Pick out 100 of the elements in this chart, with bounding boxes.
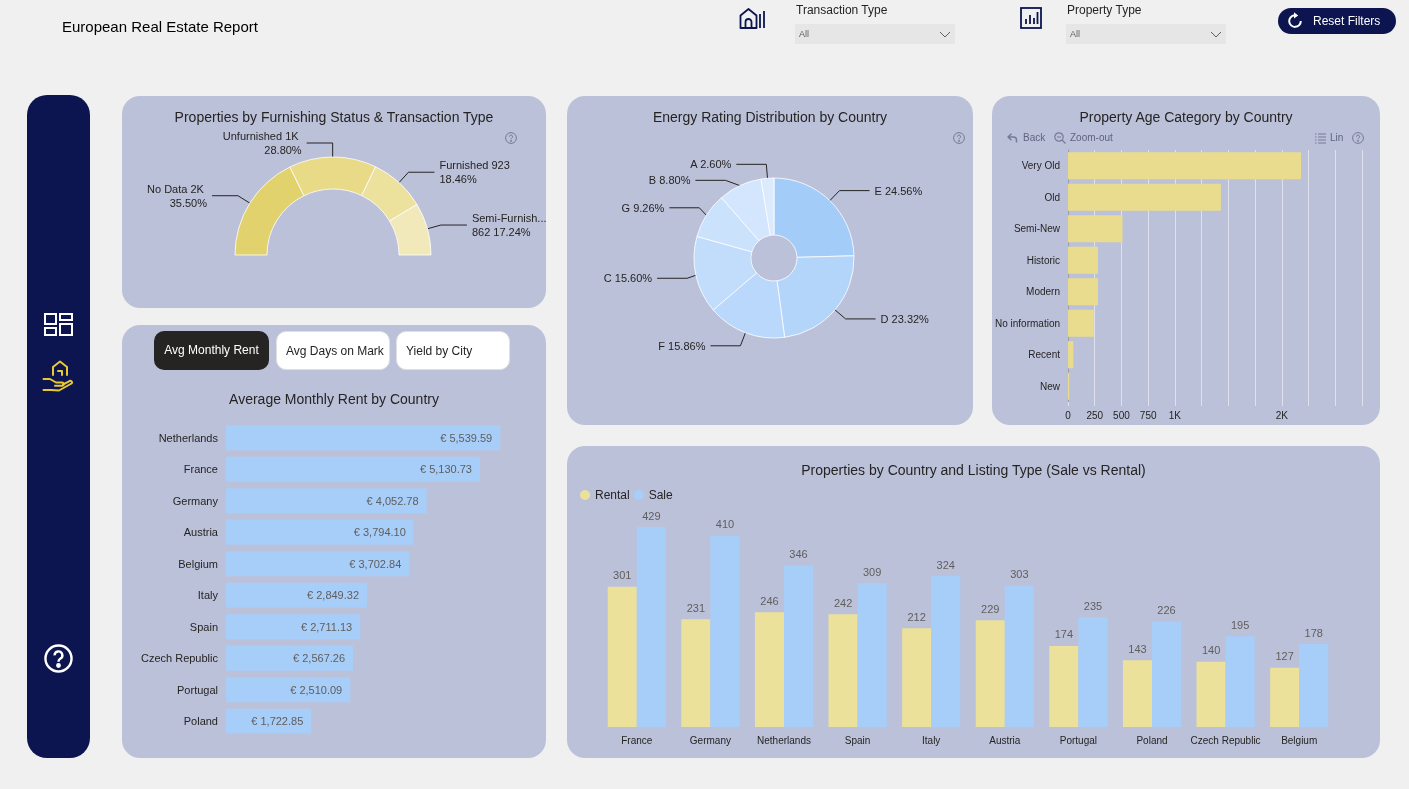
data-label: € 2,849.32	[307, 589, 360, 602]
bar	[754, 612, 784, 727]
text: Lin	[1330, 132, 1344, 143]
data-label: 303	[1010, 568, 1029, 581]
slice-label: D 23.32%	[880, 312, 930, 325]
dropdown: All	[1066, 24, 1226, 44]
data-label: 235	[1083, 599, 1103, 612]
y-tick-label: Spain	[189, 620, 218, 633]
legend-label: Rental	[595, 488, 630, 502]
data-label: € 4,052.78	[366, 494, 419, 507]
y-tick-label: Italy	[197, 589, 219, 602]
legend-label: Sale	[648, 488, 674, 502]
x-tick-label: Spain	[844, 734, 871, 746]
data-label: € 5,539.59	[440, 431, 493, 444]
bar	[226, 456, 480, 482]
bar	[1122, 660, 1152, 727]
data-label: 229	[981, 602, 1000, 615]
bar	[828, 614, 858, 727]
chart-title: Average Monthly Rent by Country	[229, 391, 439, 407]
x-tick-label: 500	[1113, 409, 1131, 421]
slice-label: A 2.60%	[690, 158, 732, 171]
data-label: 309	[862, 565, 882, 578]
data-label: 226	[1157, 604, 1176, 617]
x-tick-label: Germany	[689, 734, 731, 746]
bar	[931, 576, 961, 727]
bar	[226, 488, 427, 514]
data-label: 346	[789, 548, 808, 561]
bar	[226, 614, 361, 640]
slice-label: No Data 2K 35.50%	[147, 182, 208, 209]
data-label: € 3,702.84	[349, 557, 402, 570]
x-tick-label: Italy	[922, 734, 941, 746]
bar	[1068, 341, 1074, 369]
x-tick-label: 250	[1086, 409, 1104, 421]
x-tick-label: France	[621, 734, 653, 746]
data-label: 140	[1201, 644, 1221, 657]
chart-title: Energy Rating Distribution by Country	[652, 109, 888, 125]
y-tick-label: France	[183, 463, 218, 476]
x-tick-label: Poland	[1136, 734, 1168, 746]
bar	[607, 586, 637, 727]
bar	[226, 519, 414, 545]
text: European Real Estate Report	[62, 18, 258, 35]
bar	[1068, 246, 1098, 274]
y-tick-label: Recent	[1028, 349, 1061, 361]
bar	[226, 551, 410, 577]
data-label: 143	[1128, 642, 1147, 655]
bar	[1004, 585, 1034, 727]
chart-title: Properties by Country and Listing Type (Sale vs Rental)	[801, 462, 1146, 478]
data-label: 242	[833, 596, 853, 609]
y-tick-label: Belgium	[178, 557, 218, 570]
y-tick-label: New	[1039, 380, 1061, 392]
dropdown: All	[795, 24, 955, 44]
y-tick-label: Austria	[183, 526, 219, 539]
data-label: € 5,130.73	[419, 463, 472, 476]
data-label: € 2,510.09	[290, 683, 343, 696]
data-label: € 2,567.26	[293, 652, 346, 665]
x-tick-label: Netherlands	[757, 734, 811, 746]
x-tick-label: Portugal	[1059, 734, 1098, 746]
bar	[857, 583, 887, 727]
button: Reset Filters	[1278, 8, 1396, 34]
bar	[1270, 667, 1300, 727]
text: Property Type	[1067, 3, 1142, 17]
slice-label: Furnished 923 18.46%	[439, 159, 513, 186]
x-tick-label: Czech Republic	[1190, 734, 1261, 746]
data-label: 862 17.24%	[471, 226, 531, 239]
x-tick-label: 1K	[1168, 409, 1182, 421]
data-label: 212	[907, 610, 926, 623]
bar	[226, 677, 351, 703]
text: Back	[1023, 132, 1046, 143]
bar	[902, 628, 932, 727]
bar	[784, 565, 814, 727]
bar	[1068, 278, 1098, 306]
y-tick-label: Czech Republic	[140, 652, 219, 665]
data-label: 174	[1054, 628, 1074, 641]
slice-label: G 9.26%	[621, 201, 665, 214]
y-tick-label: Poland	[183, 715, 218, 728]
y-tick-label: Old	[1044, 191, 1060, 203]
x-tick-label: 2K	[1275, 409, 1289, 421]
bar	[1196, 661, 1226, 727]
data-label: 324	[936, 558, 955, 571]
slice-label: E 24.56%	[874, 184, 923, 197]
text: Transaction Type	[796, 3, 888, 17]
bar	[1225, 636, 1255, 727]
bar	[1049, 645, 1079, 727]
slice-label: B 8.80%	[648, 174, 691, 187]
y-tick-label: Semi-New	[1013, 223, 1061, 235]
data-label: 231	[686, 601, 706, 614]
y-tick-label: No information	[994, 317, 1060, 329]
data-label: 178	[1304, 626, 1323, 639]
bar	[1068, 309, 1094, 337]
y-tick-label: Very Old	[1021, 160, 1060, 172]
data-label: € 2,711.13	[301, 620, 353, 633]
x-tick-label: 0	[1065, 409, 1072, 421]
data-label: 127	[1275, 650, 1294, 663]
y-tick-label: Modern	[1026, 286, 1060, 298]
y-tick-label: Netherlands	[158, 431, 219, 444]
slice-label: Semi-Furnish...	[471, 212, 550, 225]
bar	[975, 620, 1005, 727]
text: Zoom-out	[1070, 132, 1113, 143]
bar	[1078, 617, 1108, 727]
data-label: 246	[760, 594, 779, 607]
